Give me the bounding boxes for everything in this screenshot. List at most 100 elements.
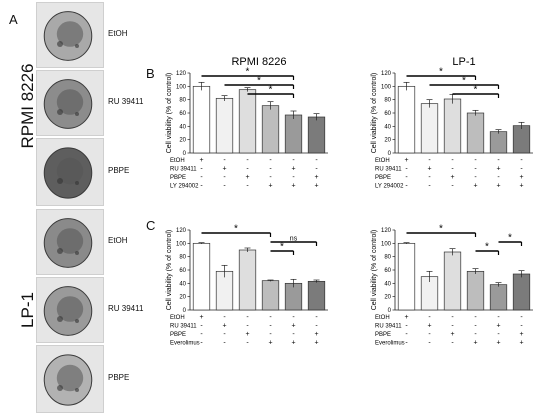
treatment-label: LY 294002 bbox=[375, 184, 404, 190]
treatment-sign: - bbox=[520, 314, 523, 321]
treatment-sign: - bbox=[405, 183, 408, 190]
treatment-sign: - bbox=[451, 323, 454, 330]
treatment-sign: + bbox=[519, 183, 523, 190]
bar bbox=[489, 131, 508, 154]
treatment-sign: - bbox=[292, 174, 295, 181]
micrograph-label: RU 39411 bbox=[108, 304, 144, 313]
y-tick-label: 40 bbox=[179, 124, 186, 130]
y-tick-label: 80 bbox=[179, 98, 186, 104]
treatment-sign: - bbox=[292, 331, 295, 338]
treatment-sign: - bbox=[474, 166, 477, 173]
treatment-sign: - bbox=[428, 314, 431, 321]
treatment-sign: + bbox=[245, 331, 249, 338]
treatment-sign: + bbox=[519, 331, 523, 338]
bar bbox=[261, 280, 280, 311]
micrograph-image bbox=[36, 345, 104, 413]
treatment-label: RU 39411 bbox=[170, 167, 197, 173]
bar bbox=[443, 251, 462, 311]
treatment-sign: - bbox=[223, 331, 226, 338]
chart-rpmi-ly: RPMI 8226 0 20 40 60 80 100 120 Cell viability (… bbox=[160, 55, 342, 205]
treatment-sign: - bbox=[246, 314, 249, 321]
y-axis-label: Cell viability (% of control) bbox=[166, 73, 173, 154]
treatment-sign: + bbox=[268, 183, 272, 190]
treatment-sign: - bbox=[428, 340, 431, 347]
significance-label: * bbox=[246, 67, 250, 78]
treatment-sign: + bbox=[291, 183, 295, 190]
bar bbox=[489, 284, 508, 311]
treatment-sign: + bbox=[404, 157, 408, 164]
treatment-sign: + bbox=[473, 183, 477, 190]
treatment-label: PBPE bbox=[375, 175, 391, 181]
bar bbox=[307, 116, 326, 154]
treatment-sign: - bbox=[269, 174, 272, 181]
treatment-sign: - bbox=[315, 314, 318, 321]
treatment-label: Everolimus bbox=[170, 341, 200, 347]
micrograph-label: EtOH bbox=[108, 29, 128, 38]
treatment-sign: - bbox=[223, 174, 226, 181]
group-label-lp1: LP-1 bbox=[18, 292, 37, 328]
treatment-sign: + bbox=[268, 340, 272, 347]
significance-label: * bbox=[462, 76, 466, 87]
treatment-sign: - bbox=[451, 157, 454, 164]
treatment-sign: + bbox=[245, 174, 249, 181]
treatment-sign: - bbox=[200, 331, 203, 338]
treatment-sign: + bbox=[496, 323, 500, 330]
treatment-sign: + bbox=[473, 340, 477, 347]
y-tick-label: 120 bbox=[176, 228, 187, 234]
treatment-sign: + bbox=[199, 157, 203, 164]
treatment-label: RU 39411 bbox=[375, 324, 402, 330]
y-tick-label: 20 bbox=[384, 138, 391, 144]
treatment-sign: + bbox=[314, 174, 318, 181]
treatment-sign: - bbox=[451, 166, 454, 173]
treatment-sign: - bbox=[315, 323, 318, 330]
micrograph-label: PBPE bbox=[108, 373, 130, 382]
treatment-sign: + bbox=[496, 166, 500, 173]
significance-label: * bbox=[280, 242, 284, 253]
y-tick-label: 40 bbox=[384, 281, 391, 287]
treatment-sign: - bbox=[269, 323, 272, 330]
micrograph-image bbox=[36, 138, 104, 206]
treatment-sign: + bbox=[427, 166, 431, 173]
y-axis-label: Cell viability (% of control) bbox=[371, 73, 378, 154]
treatment-sign: - bbox=[405, 166, 408, 173]
treatment-label: EtOH bbox=[375, 315, 390, 321]
treatment-sign: + bbox=[314, 340, 318, 347]
y-axis-label: Cell viability (% of control) bbox=[166, 230, 173, 311]
treatment-sign: + bbox=[291, 323, 295, 330]
treatment-sign: - bbox=[520, 166, 523, 173]
bar bbox=[238, 89, 257, 154]
treatment-sign: - bbox=[269, 331, 272, 338]
treatment-sign: - bbox=[200, 340, 203, 347]
treatment-sign: + bbox=[291, 166, 295, 173]
treatment-label: PBPE bbox=[170, 332, 186, 338]
treatment-sign: - bbox=[405, 340, 408, 347]
treatment-label: RU 39411 bbox=[170, 324, 197, 330]
bar bbox=[261, 105, 280, 154]
y-tick-label: 120 bbox=[381, 228, 392, 234]
treatment-label: LY 294002 bbox=[170, 184, 199, 190]
treatment-label: Everolimus bbox=[375, 341, 405, 347]
treatment-sign: - bbox=[200, 174, 203, 181]
treatment-sign: + bbox=[199, 314, 203, 321]
treatment-sign: - bbox=[315, 157, 318, 164]
y-tick-label: 0 bbox=[183, 151, 187, 157]
y-tick-label: 60 bbox=[179, 268, 186, 274]
significance-label: * bbox=[485, 242, 489, 253]
y-tick-label: 20 bbox=[384, 295, 391, 301]
treatment-sign: - bbox=[474, 331, 477, 338]
treatment-sign: - bbox=[474, 157, 477, 164]
micrograph-image bbox=[36, 277, 104, 343]
treatment-sign: + bbox=[496, 340, 500, 347]
treatment-sign: - bbox=[451, 183, 454, 190]
treatment-sign: - bbox=[520, 157, 523, 164]
micrograph-label: EtOH bbox=[108, 236, 128, 245]
treatment-sign: + bbox=[314, 331, 318, 338]
significance-label: * bbox=[269, 85, 273, 96]
treatment-sign: - bbox=[223, 183, 226, 190]
treatment-sign: - bbox=[269, 157, 272, 164]
bar bbox=[215, 97, 234, 154]
treatment-sign: - bbox=[428, 331, 431, 338]
bar bbox=[284, 114, 303, 154]
